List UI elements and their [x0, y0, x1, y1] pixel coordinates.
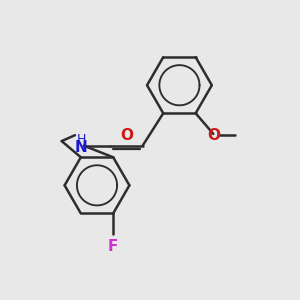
Text: O: O	[207, 128, 220, 143]
Text: O: O	[120, 128, 133, 143]
Text: N: N	[75, 140, 88, 154]
Text: F: F	[108, 239, 119, 254]
Text: H: H	[77, 133, 86, 146]
